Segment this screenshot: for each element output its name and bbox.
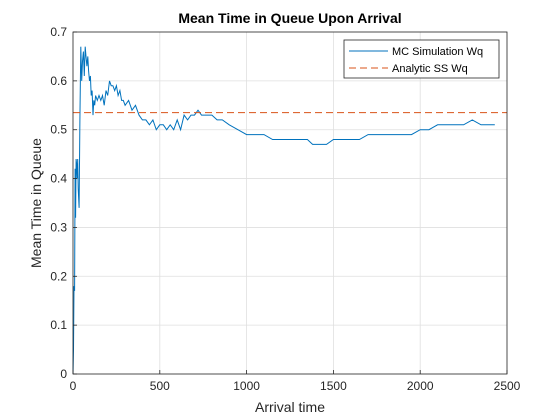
legend-label-mc-simulation: MC Simulation Wq — [392, 46, 483, 58]
x-axis-label: Arrival time — [255, 399, 325, 415]
x-tick-label: 0 — [70, 379, 77, 393]
legend-label-analytic-ss: Analytic SS Wq — [392, 63, 468, 75]
x-tick-label: 2000 — [407, 379, 434, 393]
series-line-mc-simulation — [72, 46, 495, 375]
series-layer — [72, 46, 507, 375]
x-tick-label: 2500 — [494, 379, 521, 393]
plot-background — [73, 32, 507, 374]
chart-title: Mean Time in Queue Upon Arrival — [178, 10, 401, 26]
plot-frame — [72, 31, 508, 375]
legend: MC Simulation Wq Analytic SS Wq — [343, 39, 500, 79]
y-tick-label: 0 — [60, 367, 67, 381]
x-tick-label: 500 — [150, 379, 170, 393]
x-tick-label: 1500 — [320, 379, 347, 393]
y-tick-label: 0.5 — [50, 123, 67, 137]
legend-box — [343, 39, 500, 79]
y-tick-label: 0.6 — [50, 74, 67, 88]
y-tick-label: 0.3 — [50, 220, 67, 234]
y-tick-label: 0.1 — [50, 318, 67, 332]
y-tick-label: 0.7 — [50, 25, 67, 39]
y-axis-label: Mean Time in Queue — [28, 138, 44, 268]
y-tick-label: 0.4 — [50, 172, 67, 186]
x-tick-label: 1000 — [233, 379, 260, 393]
y-tick-label: 0.2 — [50, 269, 67, 283]
ticks: 0 500 1000 1500 2000 2500 0 0.1 0.2 0.3 0.4 0.5 0.6 0… — [50, 25, 520, 393]
